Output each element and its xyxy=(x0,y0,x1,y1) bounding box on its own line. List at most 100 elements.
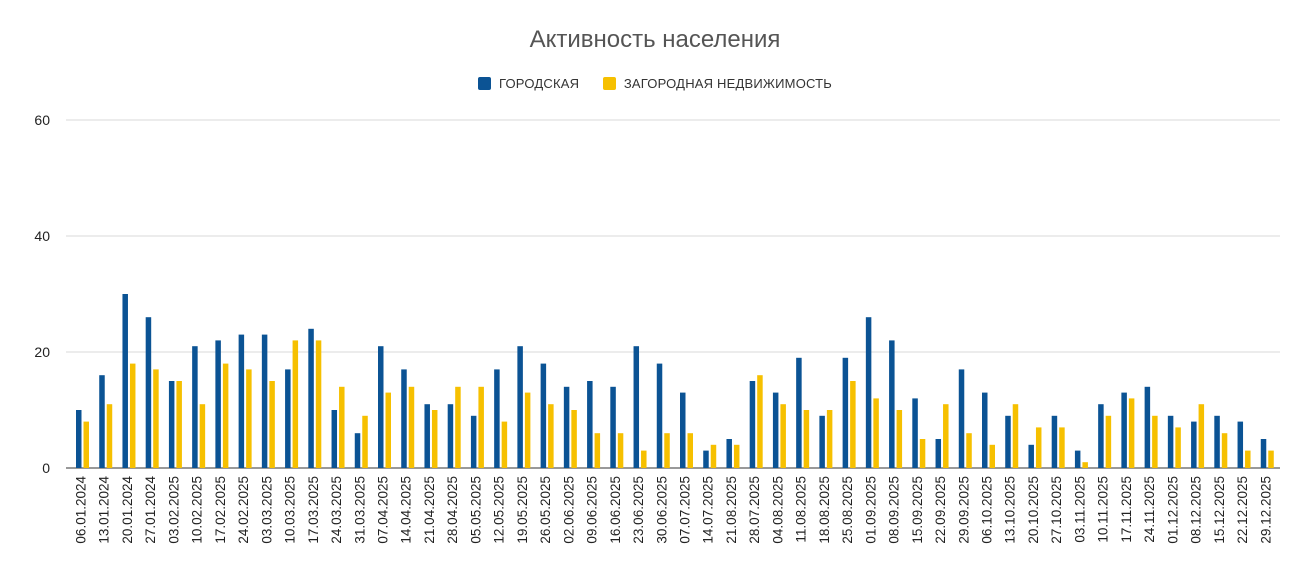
bar-urban[interactable] xyxy=(447,404,454,468)
bar-suburban[interactable] xyxy=(1082,462,1088,468)
bar-urban[interactable] xyxy=(819,415,825,468)
bar-suburban[interactable] xyxy=(594,433,601,468)
bar-suburban[interactable] xyxy=(1175,427,1181,468)
bar-urban[interactable] xyxy=(1051,415,1058,468)
bar-suburban[interactable] xyxy=(408,386,415,468)
bar-suburban[interactable] xyxy=(641,450,647,468)
bar-suburban[interactable] xyxy=(1198,404,1205,468)
bar-urban[interactable] xyxy=(1098,404,1104,468)
bar-suburban[interactable] xyxy=(431,410,438,468)
bar-urban[interactable] xyxy=(1028,444,1034,468)
bar-urban[interactable] xyxy=(192,346,198,468)
bar-urban[interactable] xyxy=(308,328,314,468)
bar-suburban[interactable] xyxy=(780,404,786,468)
bar-suburban[interactable] xyxy=(153,369,159,468)
bar-suburban[interactable] xyxy=(826,410,833,468)
bar-suburban[interactable] xyxy=(989,444,996,468)
bar-urban[interactable] xyxy=(982,392,988,468)
bar-suburban[interactable] xyxy=(176,381,182,468)
bar-urban[interactable] xyxy=(633,346,640,468)
bar-suburban[interactable] xyxy=(1268,450,1274,468)
bar-suburban[interactable] xyxy=(757,375,763,468)
bar-urban[interactable] xyxy=(145,317,152,468)
bar-urban[interactable] xyxy=(261,334,268,468)
bar-urban[interactable] xyxy=(865,317,872,468)
bar-suburban[interactable] xyxy=(1128,398,1135,468)
bar-suburban[interactable] xyxy=(710,444,717,468)
bar-suburban[interactable] xyxy=(1221,433,1228,468)
bar-suburban[interactable] xyxy=(1245,450,1251,468)
bar-urban[interactable] xyxy=(772,392,779,468)
bar-suburban[interactable] xyxy=(966,433,972,468)
legend-item-suburban[interactable]: ЗАГОРОДНАЯ НЕДВИЖИМОСТЬ xyxy=(602,75,832,91)
bar-suburban[interactable] xyxy=(106,404,113,468)
bar-suburban[interactable] xyxy=(385,392,392,468)
bar-urban[interactable] xyxy=(494,369,500,468)
bar-urban[interactable] xyxy=(1005,415,1011,468)
bar-urban[interactable] xyxy=(99,375,105,468)
bar-urban[interactable] xyxy=(587,381,593,468)
bar-suburban[interactable] xyxy=(129,363,136,468)
bar-urban[interactable] xyxy=(680,392,686,468)
bar-urban[interactable] xyxy=(726,439,732,468)
bar-urban[interactable] xyxy=(935,439,942,468)
bar-urban[interactable] xyxy=(378,346,384,468)
bar-suburban[interactable] xyxy=(803,410,810,468)
legend-item-urban[interactable]: ГОРОДСКАЯ xyxy=(477,75,579,91)
bar-urban[interactable] xyxy=(912,398,918,468)
bar-suburban[interactable] xyxy=(246,369,252,468)
bar-suburban[interactable] xyxy=(733,444,740,468)
bar-suburban[interactable] xyxy=(896,410,903,468)
bar-suburban[interactable] xyxy=(478,386,484,468)
bar-urban[interactable] xyxy=(1214,415,1220,468)
bar-urban[interactable] xyxy=(215,340,221,468)
bar-urban[interactable] xyxy=(1191,421,1197,468)
bar-urban[interactable] xyxy=(610,386,616,468)
bar-urban[interactable] xyxy=(796,357,802,468)
bar-urban[interactable] xyxy=(424,404,430,468)
bar-urban[interactable] xyxy=(1167,415,1174,468)
bar-urban[interactable] xyxy=(958,369,965,468)
bar-urban[interactable] xyxy=(238,334,245,468)
bar-suburban[interactable] xyxy=(222,363,229,468)
bar-urban[interactable] xyxy=(285,369,291,468)
bar-suburban[interactable] xyxy=(455,386,461,468)
bar-suburban[interactable] xyxy=(524,392,531,468)
bar-urban[interactable] xyxy=(470,415,477,468)
bar-urban[interactable] xyxy=(1074,450,1081,468)
bar-urban[interactable] xyxy=(889,340,895,468)
bar-urban[interactable] xyxy=(540,363,547,468)
bar-urban[interactable] xyxy=(749,381,756,468)
bar-urban[interactable] xyxy=(76,410,82,468)
bar-urban[interactable] xyxy=(354,433,361,468)
bar-suburban[interactable] xyxy=(571,410,577,468)
bar-suburban[interactable] xyxy=(919,439,926,468)
bar-urban[interactable] xyxy=(122,294,128,468)
bar-urban[interactable] xyxy=(1121,392,1127,468)
bar-urban[interactable] xyxy=(563,386,570,468)
bar-urban[interactable] xyxy=(703,450,709,468)
bar-suburban[interactable] xyxy=(1059,427,1065,468)
bar-suburban[interactable] xyxy=(83,421,90,468)
bar-suburban[interactable] xyxy=(362,415,368,468)
bar-urban[interactable] xyxy=(1260,439,1267,468)
bar-suburban[interactable] xyxy=(687,433,694,468)
bar-suburban[interactable] xyxy=(315,340,322,468)
bar-urban[interactable] xyxy=(168,381,175,468)
bar-suburban[interactable] xyxy=(1105,415,1112,468)
bar-suburban[interactable] xyxy=(943,404,949,468)
bar-suburban[interactable] xyxy=(1012,404,1019,468)
bar-urban[interactable] xyxy=(331,410,338,468)
bar-suburban[interactable] xyxy=(548,404,554,468)
bar-suburban[interactable] xyxy=(199,404,206,468)
bar-suburban[interactable] xyxy=(664,433,670,468)
bar-suburban[interactable] xyxy=(339,386,345,468)
bar-urban[interactable] xyxy=(656,363,663,468)
bar-suburban[interactable] xyxy=(269,381,275,468)
bar-suburban[interactable] xyxy=(292,340,299,468)
bar-urban[interactable] xyxy=(401,369,407,468)
bar-suburban[interactable] xyxy=(873,398,879,468)
bar-suburban[interactable] xyxy=(1035,427,1042,468)
bar-urban[interactable] xyxy=(1144,386,1151,468)
bar-suburban[interactable] xyxy=(1152,415,1158,468)
